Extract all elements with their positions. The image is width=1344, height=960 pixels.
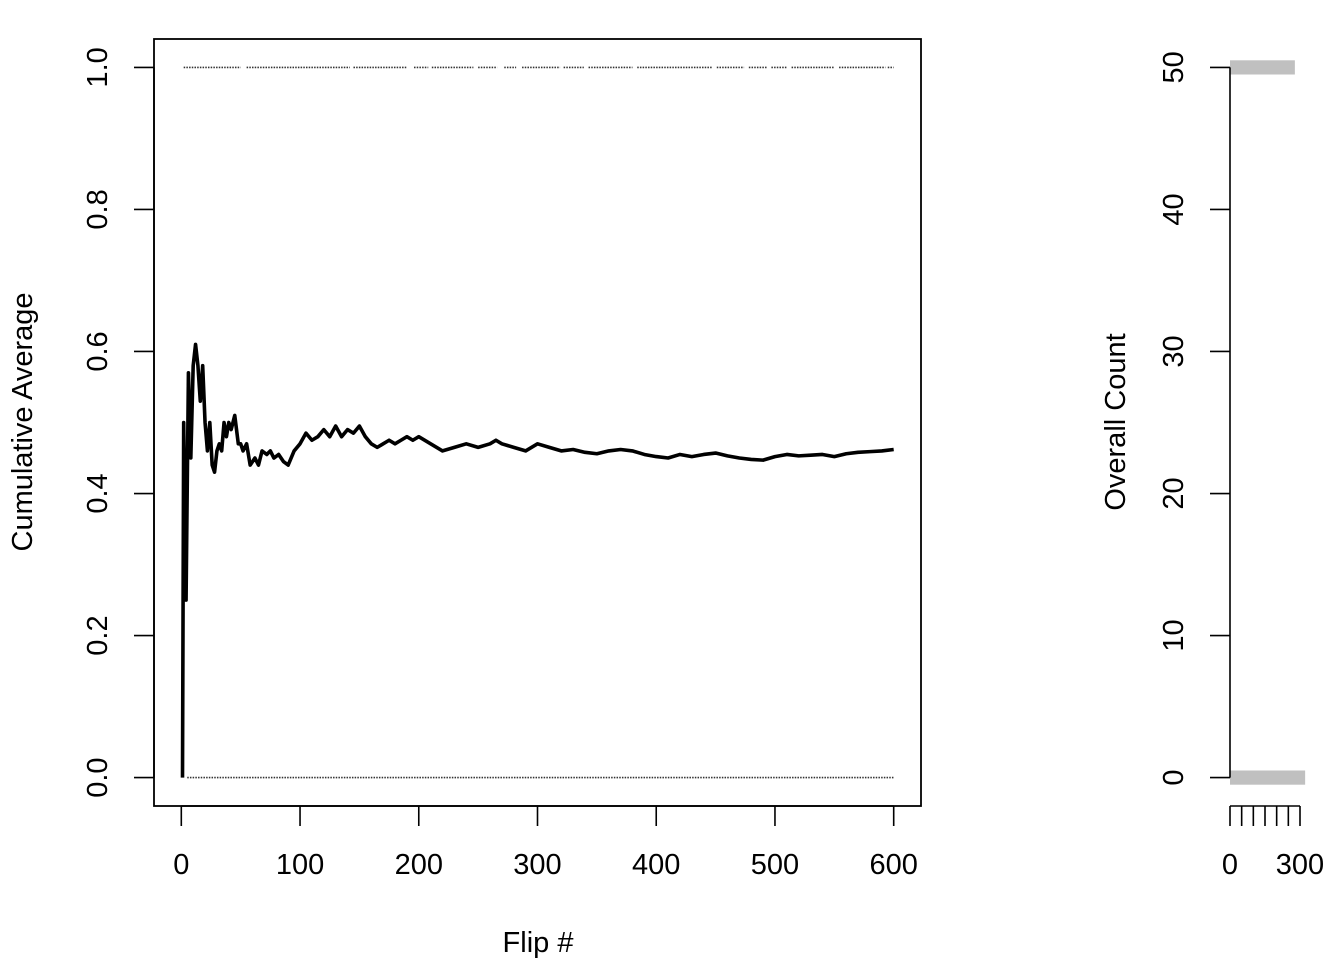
count-tick-label: 20 [1158,477,1190,509]
x-tick-label: 600 [869,849,917,881]
histogram-bars [1230,60,1306,785]
x-tick-label: 400 [632,849,680,881]
count-axis-label: Overall Count [1100,333,1132,510]
y-tick-label: 0.6 [82,331,114,371]
y-axis-label: Cumulative Average [7,292,39,551]
count-tick-label: 0 [1158,770,1190,786]
count-axis: 0 10 20 30 40 50 [1158,51,1231,786]
main-panel: 0 100 200 300 400 500 600 0.0 0.2 0.4 0.6 0.8 1.0 F… [7,38,922,959]
cumulative-average-line [180,342,894,778]
histogram-x-axis: 0 300 [1222,805,1324,881]
histogram-x-tick-label: 300 [1276,849,1324,881]
histogram-bar [1230,60,1295,75]
x-axis: 0 100 200 300 400 500 600 [173,805,918,881]
x-tick-label: 100 [276,849,324,881]
plot-frame [153,38,922,807]
y-tick-label: 0.4 [82,473,114,513]
y-tick-label: 0.0 [82,757,114,797]
x-tick-label: 0 [173,849,189,881]
x-tick-label: 500 [751,849,799,881]
y-tick-label: 1.0 [82,47,114,87]
x-tick-label: 200 [395,849,443,881]
count-tick-label: 30 [1158,335,1190,367]
y-tick-label: 0.8 [82,189,114,229]
histogram-panel: 0 10 20 30 40 50 0 300 Overall Count [1100,51,1324,881]
count-tick-label: 10 [1158,619,1190,651]
count-tick-label: 50 [1158,51,1190,83]
x-tick-label: 300 [513,849,561,881]
x-axis-label: Flip # [503,927,574,959]
y-tick-label: 0.2 [82,615,114,655]
count-tick-label: 40 [1158,193,1190,225]
histogram-x-tick-label: 0 [1222,849,1238,881]
histogram-bar [1230,770,1306,785]
y-axis: 0.0 0.2 0.4 0.6 0.8 1.0 [82,47,155,798]
rug-marks [183,66,894,779]
